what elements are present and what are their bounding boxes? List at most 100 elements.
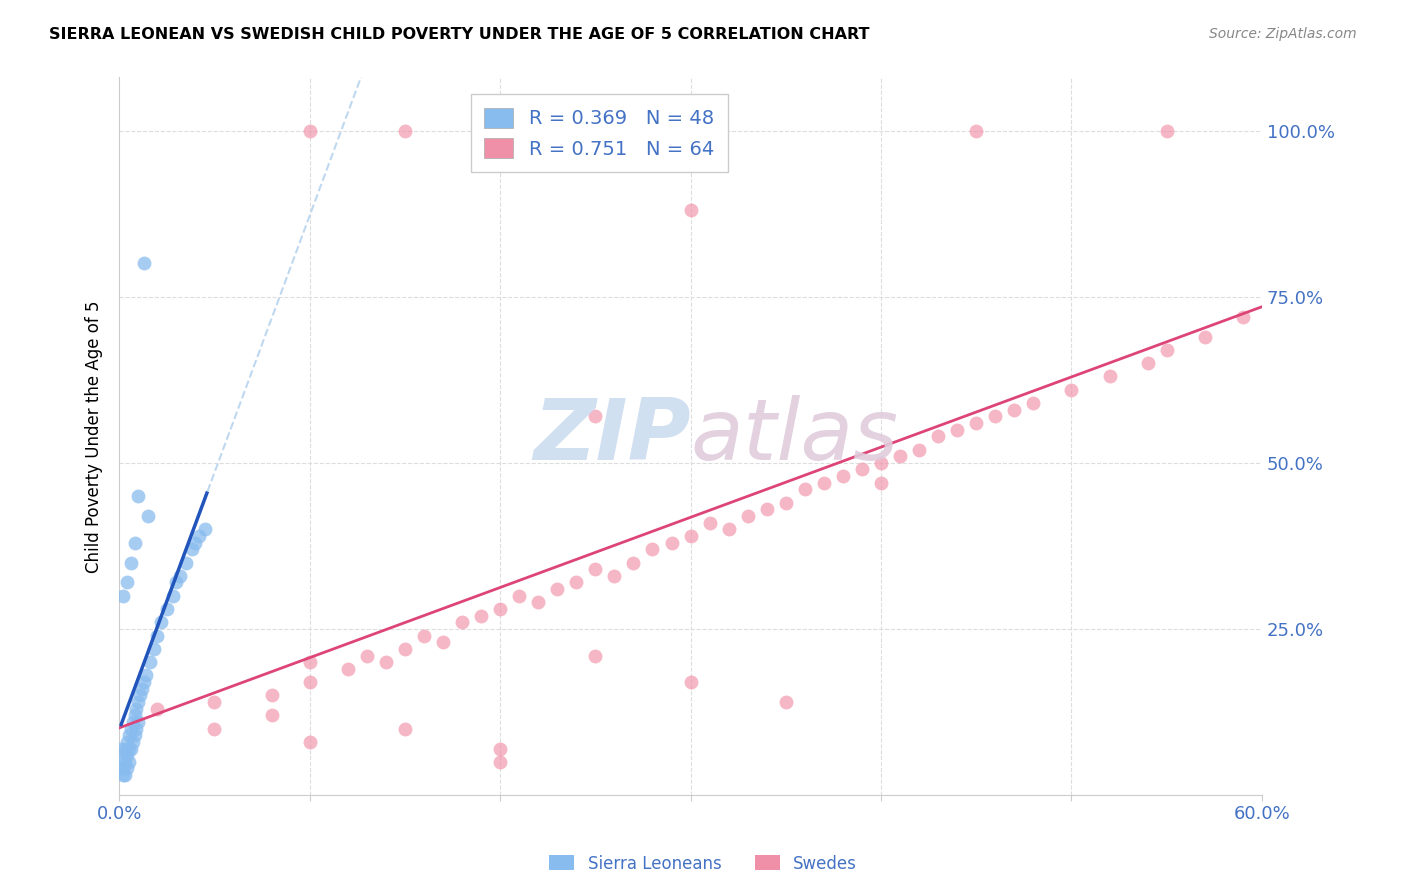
Point — [136, 508, 159, 523]
Point — [180, 542, 202, 557]
Point — [127, 714, 149, 729]
Point — [889, 449, 911, 463]
Point — [413, 629, 436, 643]
Point — [129, 689, 152, 703]
Point — [755, 502, 778, 516]
Point — [112, 768, 135, 782]
Point — [1002, 402, 1025, 417]
Point — [125, 701, 148, 715]
Point — [118, 741, 141, 756]
Point — [146, 629, 169, 643]
Point — [1060, 383, 1083, 397]
Point — [1232, 310, 1254, 324]
Text: SIERRA LEONEAN VS SWEDISH CHILD POVERTY UNDER THE AGE OF 5 CORRELATION CHART: SIERRA LEONEAN VS SWEDISH CHILD POVERTY … — [49, 27, 870, 42]
Point — [194, 522, 217, 536]
Point — [260, 689, 283, 703]
Text: atlas: atlas — [690, 395, 898, 478]
Point — [356, 648, 378, 663]
Point — [298, 675, 321, 690]
Point — [603, 569, 626, 583]
Point — [1156, 123, 1178, 137]
Point — [127, 695, 149, 709]
Point — [394, 722, 416, 736]
Point — [132, 256, 155, 270]
Point — [489, 741, 512, 756]
Point — [717, 522, 740, 536]
Point — [870, 456, 893, 470]
Point — [150, 615, 173, 630]
Point — [623, 556, 645, 570]
Point — [298, 123, 321, 137]
Point — [394, 641, 416, 656]
Legend: R = 0.369   N = 48, R = 0.751   N = 64: R = 0.369 N = 48, R = 0.751 N = 64 — [471, 95, 728, 172]
Point — [165, 575, 187, 590]
Point — [583, 409, 606, 424]
Point — [120, 556, 142, 570]
Point — [946, 423, 969, 437]
Point — [115, 762, 138, 776]
Point — [451, 615, 474, 630]
Point — [1022, 396, 1045, 410]
Point — [188, 529, 211, 543]
Point — [908, 442, 931, 457]
Point — [298, 735, 321, 749]
Point — [679, 203, 702, 218]
Point — [298, 655, 321, 669]
Point — [546, 582, 568, 596]
Point — [489, 602, 512, 616]
Point — [110, 762, 132, 776]
Point — [118, 755, 141, 769]
Point — [1098, 369, 1121, 384]
Point — [124, 728, 146, 742]
Point — [112, 762, 135, 776]
Point — [174, 556, 197, 570]
Point — [114, 755, 136, 769]
Point — [336, 662, 359, 676]
Point — [679, 675, 702, 690]
Point — [118, 728, 141, 742]
Point — [832, 469, 855, 483]
Point — [156, 602, 179, 616]
Point — [775, 496, 797, 510]
Point — [204, 722, 226, 736]
Point — [184, 535, 207, 549]
Point — [121, 735, 143, 749]
Point — [162, 589, 184, 603]
Point — [132, 675, 155, 690]
Point — [851, 462, 873, 476]
Point — [204, 695, 226, 709]
Point — [260, 708, 283, 723]
Point — [139, 655, 162, 669]
Point — [965, 416, 987, 430]
Text: Source: ZipAtlas.com: Source: ZipAtlas.com — [1209, 27, 1357, 41]
Point — [927, 429, 949, 443]
Point — [965, 123, 987, 137]
Point — [115, 735, 138, 749]
Legend: Sierra Leoneans, Swedes: Sierra Leoneans, Swedes — [543, 848, 863, 880]
Point — [124, 535, 146, 549]
Point — [115, 575, 138, 590]
Point — [1156, 343, 1178, 357]
Point — [374, 655, 396, 669]
Point — [135, 668, 157, 682]
Point — [775, 695, 797, 709]
Point — [124, 708, 146, 723]
Point — [394, 123, 416, 137]
Point — [142, 641, 165, 656]
Point — [120, 722, 142, 736]
Point — [661, 535, 683, 549]
Point — [120, 741, 142, 756]
Point — [984, 409, 1007, 424]
Point — [125, 722, 148, 736]
Point — [699, 516, 721, 530]
Point — [131, 681, 153, 696]
Point — [793, 483, 815, 497]
Point — [583, 562, 606, 576]
Point — [110, 741, 132, 756]
Point — [114, 768, 136, 782]
Point — [813, 475, 835, 490]
Text: ZIP: ZIP — [533, 395, 690, 478]
Point — [641, 542, 664, 557]
Point — [1194, 329, 1216, 343]
Point — [432, 635, 454, 649]
